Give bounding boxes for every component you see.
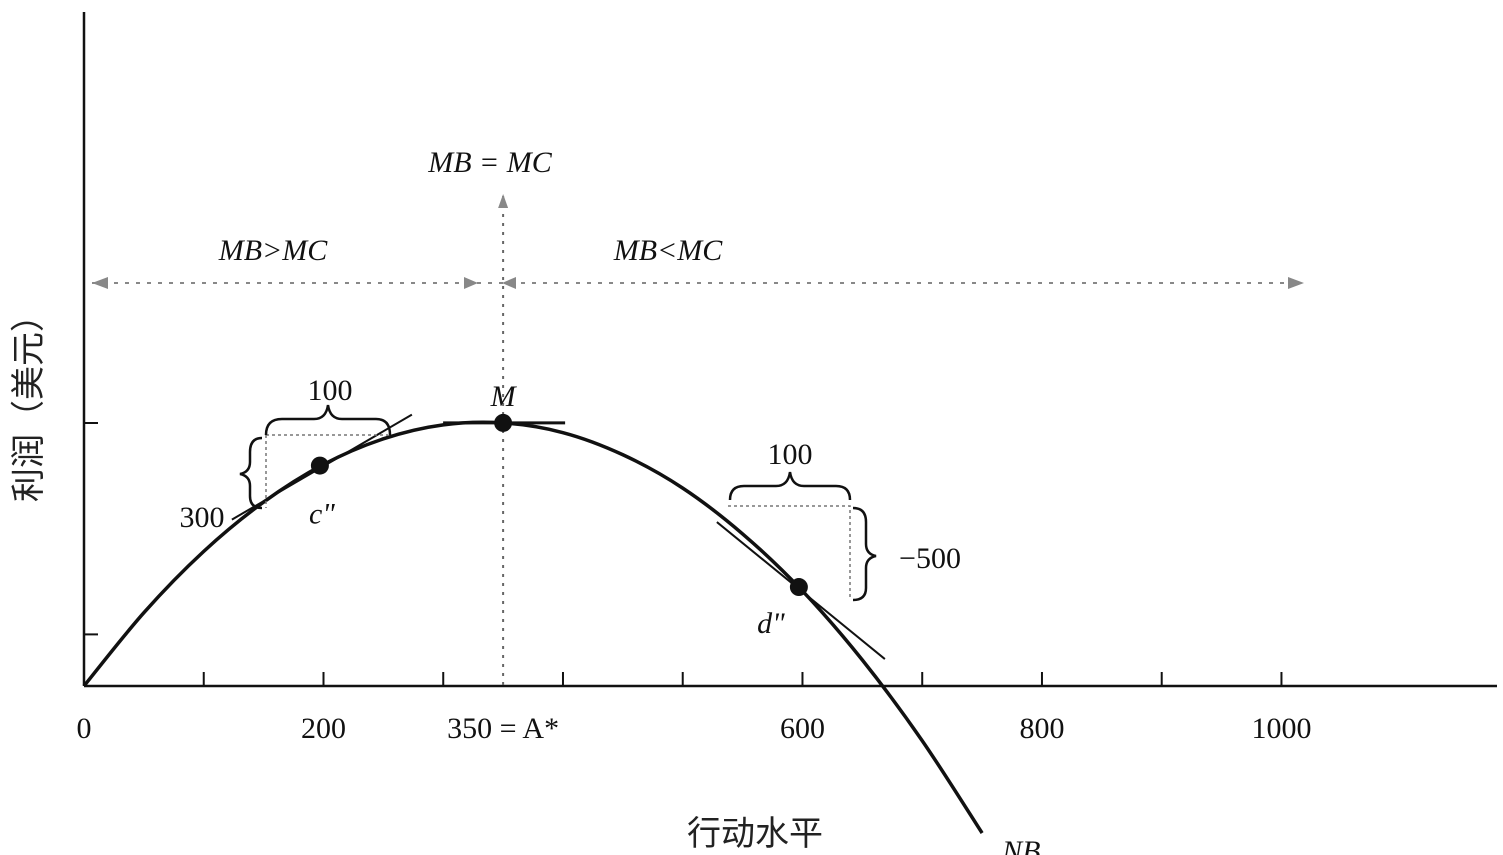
point-d — [789, 578, 808, 597]
left-rise-label: 300 — [180, 501, 225, 534]
optimum-label: MB = MC — [427, 146, 553, 179]
x-tick-label-2: 350 = A* — [447, 712, 559, 745]
left-region-label: MB>MC — [218, 234, 329, 267]
point-m — [494, 413, 513, 432]
right-arrowhead — [1288, 277, 1304, 289]
center-left-arrowhead — [464, 277, 478, 289]
nb-curve-label: NB — [1001, 835, 1040, 855]
right-run-label: 100 — [768, 438, 813, 471]
up-arrowhead — [498, 194, 509, 208]
left-rise-brace — [239, 436, 263, 510]
left-run-brace — [264, 404, 392, 436]
nb-curve — [82, 420, 984, 835]
x-tick-label-0: 0 — [77, 712, 92, 745]
axes: 0 200 350 = A* 600 800 1000 — [77, 12, 1497, 745]
point-c — [310, 456, 329, 475]
center-right-arrowhead — [502, 277, 516, 289]
x-tick-label-5: 1000 — [1251, 712, 1311, 745]
guides — [92, 194, 1304, 686]
x-tick-label-4: 800 — [1019, 712, 1064, 745]
right-run-brace — [728, 471, 852, 501]
point-d-label: d" — [757, 607, 785, 640]
point-m-label: M — [490, 380, 518, 413]
right-slope-triangle — [728, 505, 851, 600]
annotations — [239, 404, 877, 602]
curve-layer: NB c" Md" — [82, 380, 1040, 855]
x-axis-label: 行动水平 — [687, 814, 823, 854]
x-tick-label-3: 600 — [780, 712, 825, 745]
left-arrowhead — [92, 277, 108, 289]
right-rise-brace — [852, 506, 877, 602]
right-region-label: MB<MC — [613, 234, 724, 267]
right-rise-label: −500 — [899, 542, 961, 575]
y-axis-label: 利润（美元） — [9, 298, 49, 502]
left-run-label: 100 — [308, 374, 353, 407]
left-slope-triangle — [265, 434, 388, 508]
point-c-label: c" — [309, 498, 335, 531]
x-tick-label-1: 200 — [301, 712, 346, 745]
